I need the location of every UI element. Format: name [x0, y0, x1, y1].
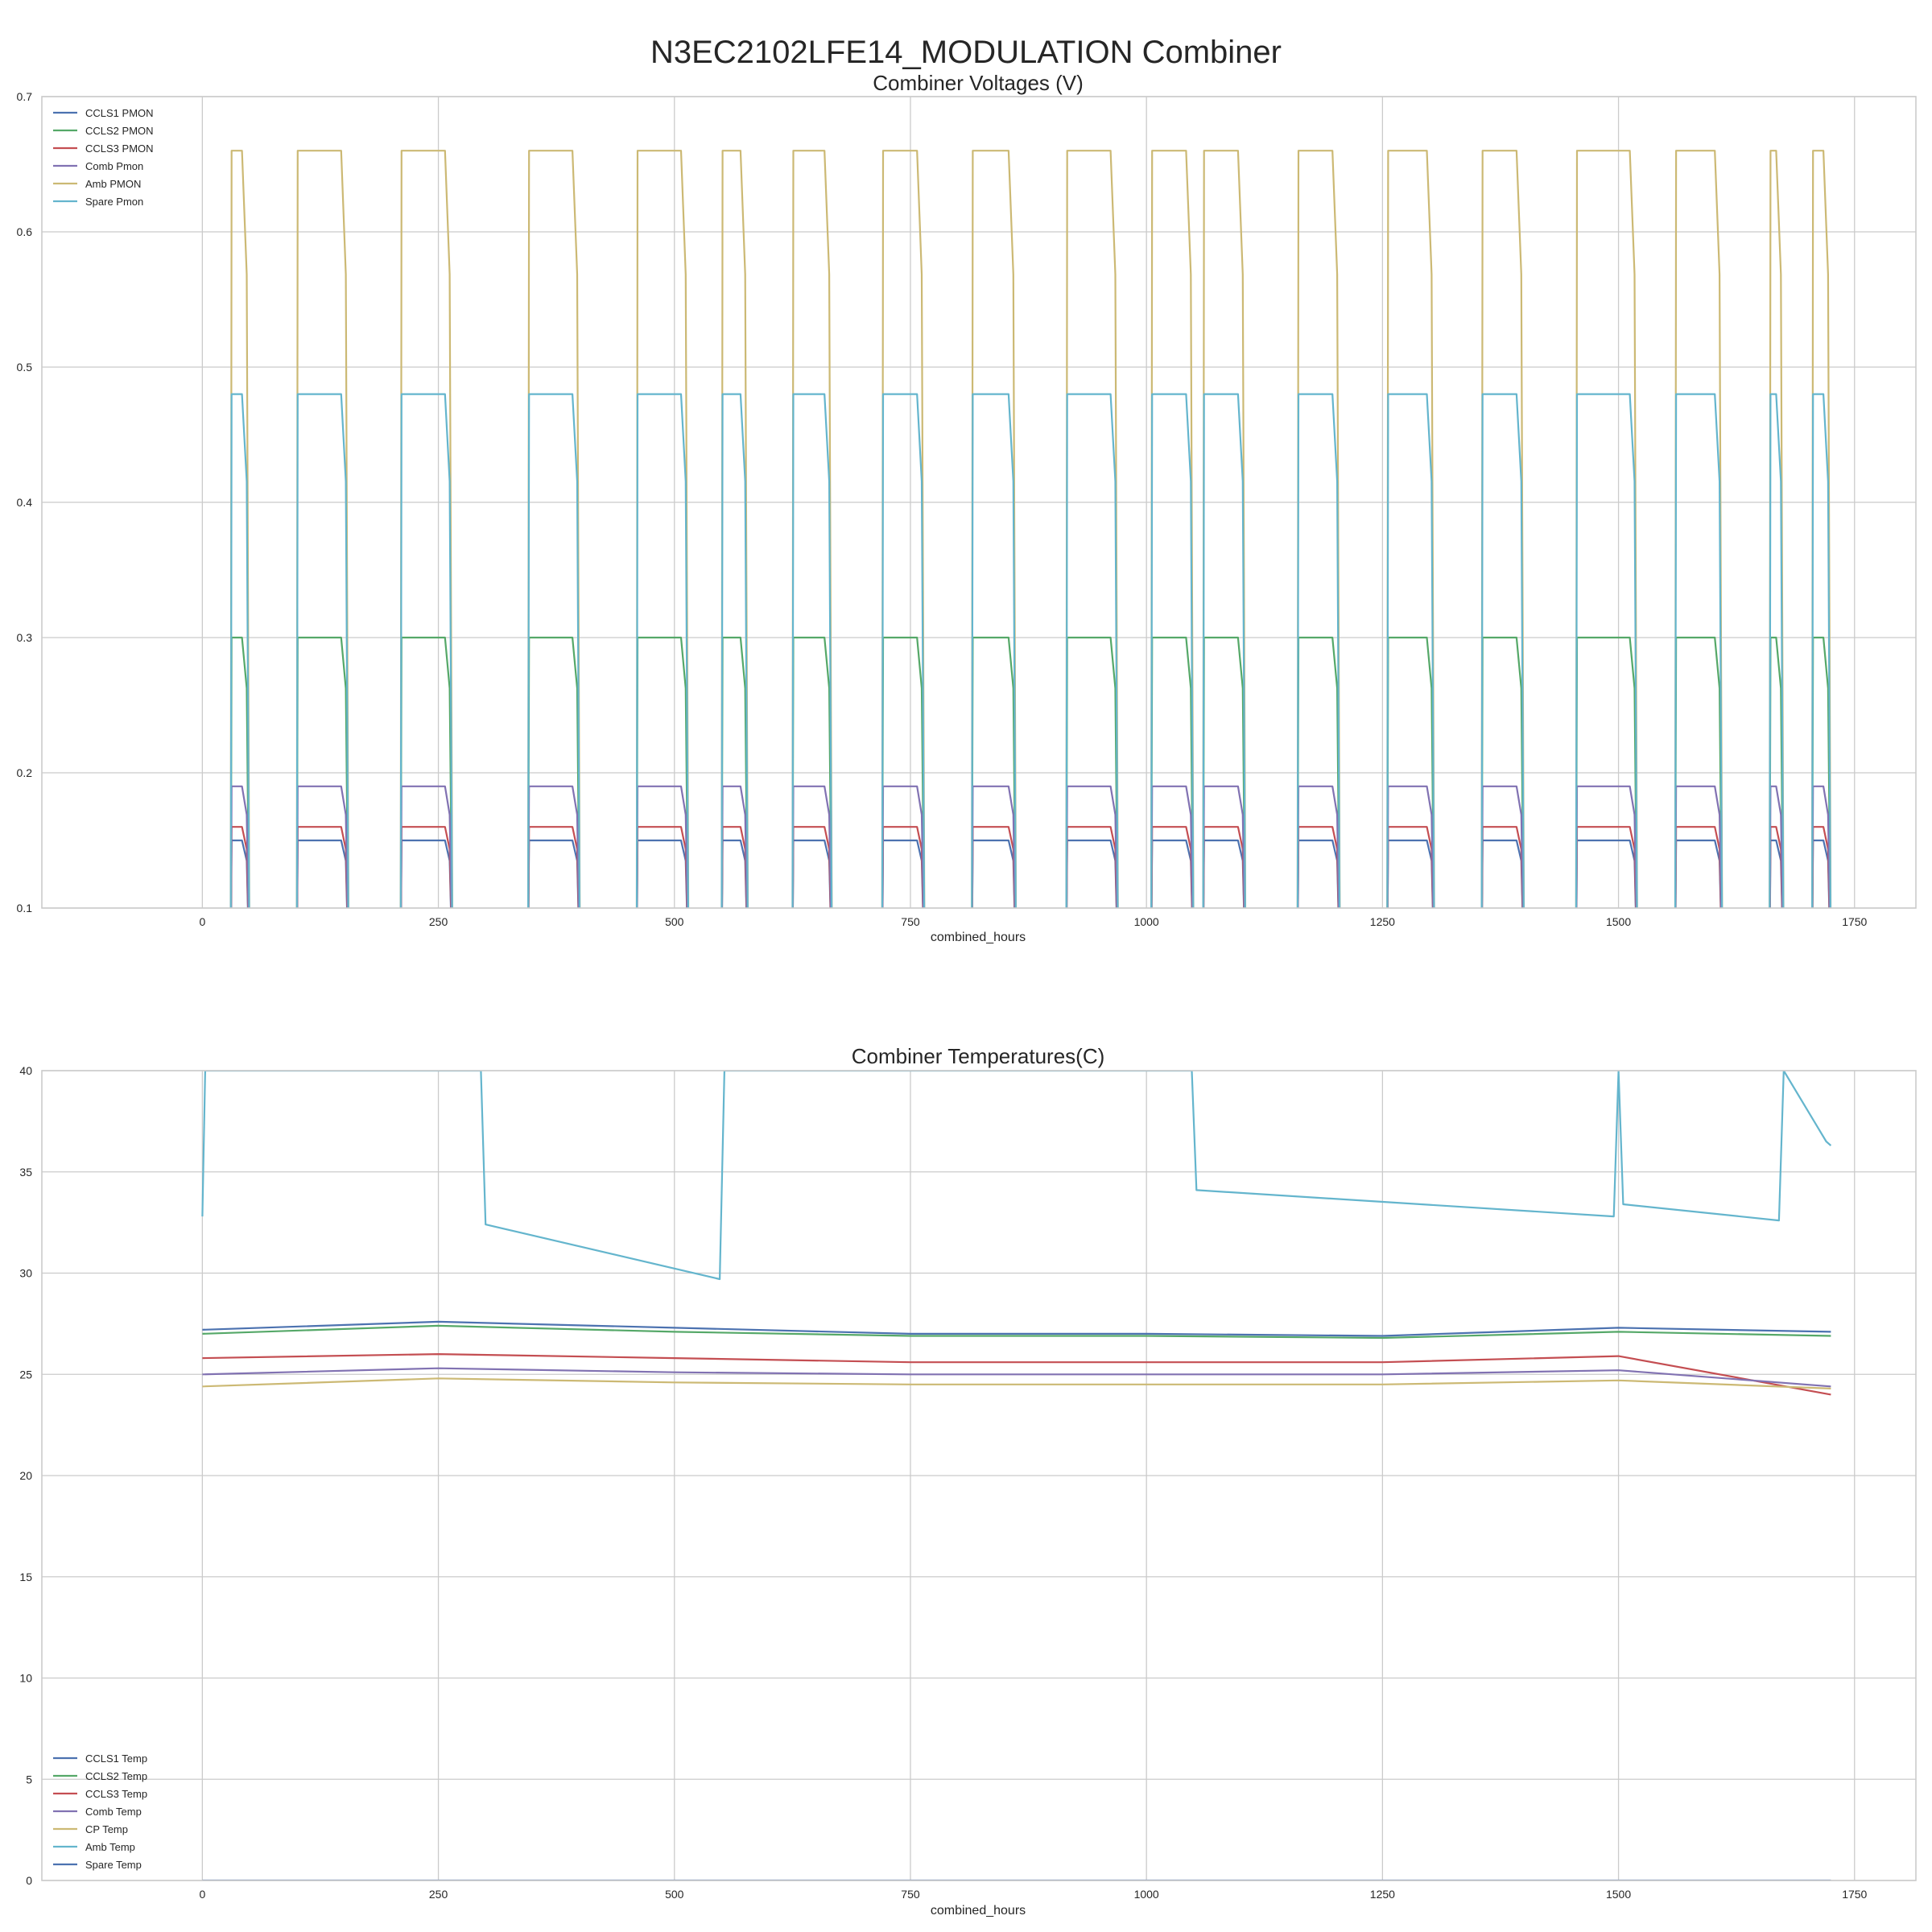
temperature-ytick-label: 30 [19, 1267, 32, 1280]
temperature-ytick-label: 10 [19, 1672, 32, 1685]
voltage-series-line-comb-pmon [229, 785, 1831, 908]
temperature-series-line-amb-temp [201, 1071, 1832, 1281]
voltage-ytick-label: 0.3 [17, 631, 33, 644]
temperature-legend-label: Comb Temp [85, 1806, 142, 1818]
voltage-chart-title: Combiner Voltages (V) [873, 71, 1084, 95]
voltage-series-line-ccls2-pmon [229, 636, 1831, 908]
temperature-ytick-label: 15 [19, 1571, 32, 1583]
temperature-series-line-ccls3-temp [202, 1353, 1831, 1396]
temperature-legend-label: CCLS3 Temp [85, 1788, 147, 1800]
temperature-legend-label: Amb Temp [85, 1841, 135, 1853]
temperature-series [201, 1071, 1832, 1880]
temperature-xaxis-label: combined_hours [931, 1904, 1026, 1918]
voltage-ytick-label: 0.2 [17, 766, 33, 779]
temperature-legend-label: CP Temp [85, 1823, 128, 1835]
temperature-ytick-label: 40 [19, 1064, 32, 1077]
voltage-plot-frame [41, 96, 1917, 909]
voltage-xtick-label: 1250 [1370, 915, 1395, 928]
temperature-chart-title: Combiner Temperatures(C) [852, 1044, 1105, 1068]
voltage-series-line-spare-pmon [229, 393, 1832, 908]
voltage-series [229, 150, 1832, 908]
voltage-xaxis-label: combined_hours [931, 931, 1026, 944]
temperature-xtick-label: 750 [901, 1888, 920, 1901]
voltage-grid [42, 96, 1916, 909]
voltage-xtick-label: 250 [429, 915, 448, 928]
voltage-legend-label: CCLS2 PMON [85, 125, 154, 137]
voltage-xtick-label: 1000 [1134, 915, 1159, 928]
voltage-xtick-label: 1750 [1842, 915, 1867, 928]
voltage-ytick-label: 0.6 [17, 225, 33, 238]
temperature-chart: Combiner Temperatures(C) 0 250 500 750 1000 1… [19, 1044, 1917, 1918]
temperature-series-line-ccls2-temp [202, 1324, 1831, 1340]
temperature-xtick-label: 250 [429, 1888, 448, 1901]
temperature-legend-label: Spare Temp [85, 1859, 142, 1871]
temperature-xtick-label: 1750 [1842, 1888, 1867, 1901]
temperature-xtick-label: 1000 [1134, 1888, 1159, 1901]
voltage-xtick-label: 0 [199, 915, 205, 928]
voltage-xtick-label: 750 [901, 915, 920, 928]
temperature-ticks: 0 250 500 750 1000 1250 1500 1750 0 5 10 15 20 25 30 35… [19, 1064, 1867, 1901]
voltage-chart: Combiner Voltages (V) 0 250 500 750 1000 1250… [17, 71, 1917, 944]
voltage-legend-label: Spare Pmon [85, 196, 143, 208]
voltage-legend-label: Amb PMON [85, 178, 141, 190]
temperature-xtick-label: 500 [665, 1888, 684, 1901]
temperature-series-line-comb-temp [202, 1367, 1831, 1388]
voltage-ticks: 0 250 500 750 1000 1250 1500 1750 0.1 0.2 0.3 0.4 0.… [17, 90, 1868, 928]
voltage-ytick-label: 0.1 [17, 902, 33, 914]
temperature-series-line-cp-temp [202, 1377, 1831, 1389]
voltage-ytick-label: 0.5 [17, 361, 33, 374]
voltage-legend-label: Comb Pmon [85, 160, 143, 172]
temperature-ytick-label: 0 [26, 1874, 32, 1887]
temperature-xtick-label: 0 [199, 1888, 205, 1901]
voltage-ytick-label: 0.4 [17, 496, 33, 509]
voltage-ytick-label: 0.7 [17, 90, 33, 103]
temperature-legend-label: CCLS2 Temp [85, 1770, 147, 1782]
voltage-xtick-label: 1500 [1606, 915, 1631, 928]
temperature-legend: CCLS1 Temp CCLS2 Temp CCLS3 Temp Comb Temp C… [53, 1752, 147, 1871]
temperature-xtick-label: 1500 [1606, 1888, 1631, 1901]
temperature-ytick-label: 20 [19, 1469, 32, 1482]
figure-suptitle: N3EC2102LFE14_MODULATION Combiner [650, 35, 1282, 70]
temperature-legend-label: CCLS1 Temp [85, 1752, 147, 1765]
voltage-legend-label: CCLS1 PMON [85, 107, 154, 119]
voltage-series-line-amb-pmon [229, 150, 1832, 908]
temperature-ytick-label: 5 [26, 1773, 32, 1785]
temperature-ytick-label: 25 [19, 1368, 32, 1381]
temperature-series-line-ccls1-temp [202, 1320, 1831, 1337]
voltage-legend-label: CCLS3 PMON [85, 142, 154, 155]
temperature-grid [42, 1070, 1916, 1881]
voltage-xtick-label: 500 [665, 915, 684, 928]
temperature-plot-frame [41, 1070, 1917, 1881]
voltage-legend: CCLS1 PMON CCLS2 PMON CCLS3 PMON Comb Pmon A… [53, 107, 154, 208]
temperature-ytick-label: 35 [19, 1166, 32, 1179]
temperature-xtick-label: 1250 [1370, 1888, 1395, 1901]
